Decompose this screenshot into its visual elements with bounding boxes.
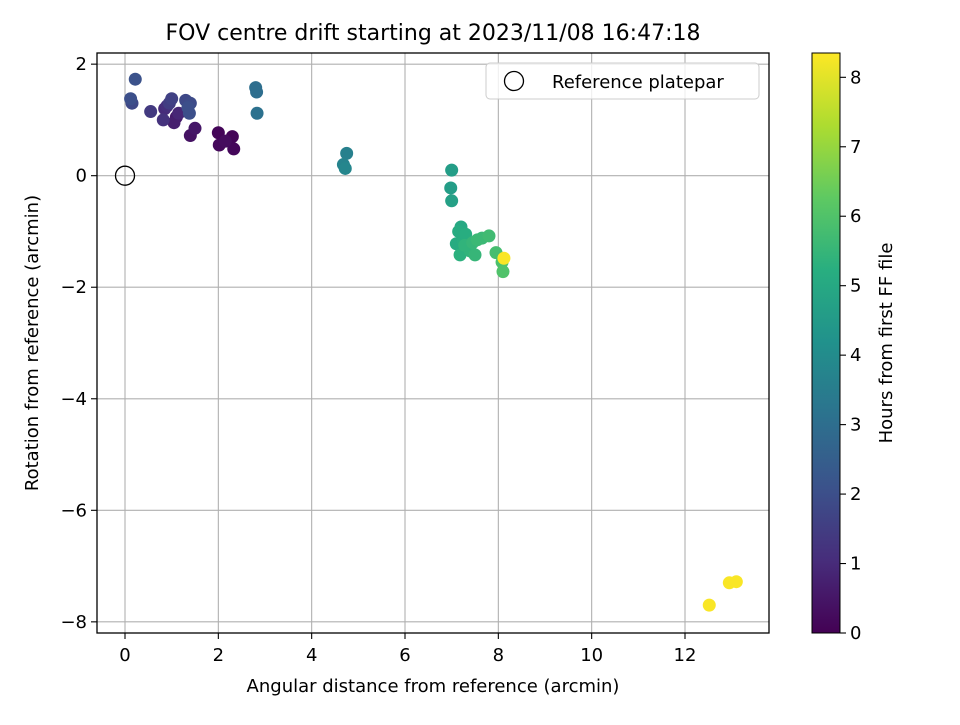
data-point [181,101,195,115]
x-tick-label: 0 [119,645,130,666]
data-points [124,72,743,612]
y-tick-label: −2 [60,277,87,298]
reference-marker-layer [114,165,136,186]
data-point [144,105,158,119]
data-point [445,163,459,177]
data-point [250,85,264,99]
data-point [124,92,138,106]
data-point [445,194,459,208]
data-point [468,248,482,262]
legend-marker [503,70,525,92]
y-tick-label: −4 [60,389,87,410]
x-tick-label: 12 [674,645,697,666]
data-point [165,92,179,106]
colorbar-tick-label: 6 [850,206,861,227]
colorbar-ticks: 0 1 2 3 4 5 6 7 8 [840,67,861,644]
data-point [227,142,241,156]
data-point [444,181,458,195]
y-axis-ticks: −8 −6 −4 −2 0 2 [60,54,97,633]
y-tick-label: −6 [60,500,87,521]
colorbar-tick-label: 2 [850,484,861,505]
colorbar: 0 1 2 3 4 5 6 7 8 Hours from first FF file [811,52,897,644]
data-point [702,598,716,612]
x-tick-label: 6 [399,645,410,666]
colorbar-tick-label: 3 [850,415,861,436]
x-axis-ticks: 0 2 4 6 8 10 12 [119,633,696,666]
data-point [729,575,743,589]
data-point [340,146,354,160]
colorbar-tick-label: 8 [850,67,861,88]
data-point [128,72,142,86]
x-tick-label: 4 [306,645,317,666]
x-axis-label: Angular distance from reference (arcmin) [247,676,620,697]
y-axis-label: Rotation from reference (arcmin) [22,195,43,491]
chart-title: FOV centre drift starting at 2023/11/08 … [166,21,701,46]
legend: Reference platepar [485,62,760,100]
data-point [172,106,186,120]
colorbar-tick-label: 1 [850,554,861,575]
reference-platepar-marker [114,165,136,186]
colorbar-tick-label: 5 [850,276,861,297]
colorbar-label: Hours from first FF file [876,243,897,444]
colorbar-tick-label: 4 [850,345,861,366]
plot-frame [96,52,770,634]
colorbar-tick-label: 7 [850,137,861,158]
legend-box [485,62,760,100]
y-tick-label: −8 [60,612,87,633]
grid-lines [97,53,769,633]
x-tick-label: 8 [493,645,504,666]
data-point [188,121,202,135]
data-point [482,229,496,243]
data-point [218,134,232,148]
data-point [496,265,510,279]
colorbar-gradient [811,52,841,634]
legend-label: Reference platepar [552,72,724,93]
data-point [497,251,511,265]
y-tick-label: 0 [76,166,87,187]
x-tick-label: 2 [213,645,224,666]
data-point [338,161,352,175]
y-tick-label: 2 [76,54,87,75]
data-point [156,113,170,127]
data-point [250,106,264,120]
x-tick-label: 10 [580,645,603,666]
colorbar-tick-label: 0 [850,623,861,644]
